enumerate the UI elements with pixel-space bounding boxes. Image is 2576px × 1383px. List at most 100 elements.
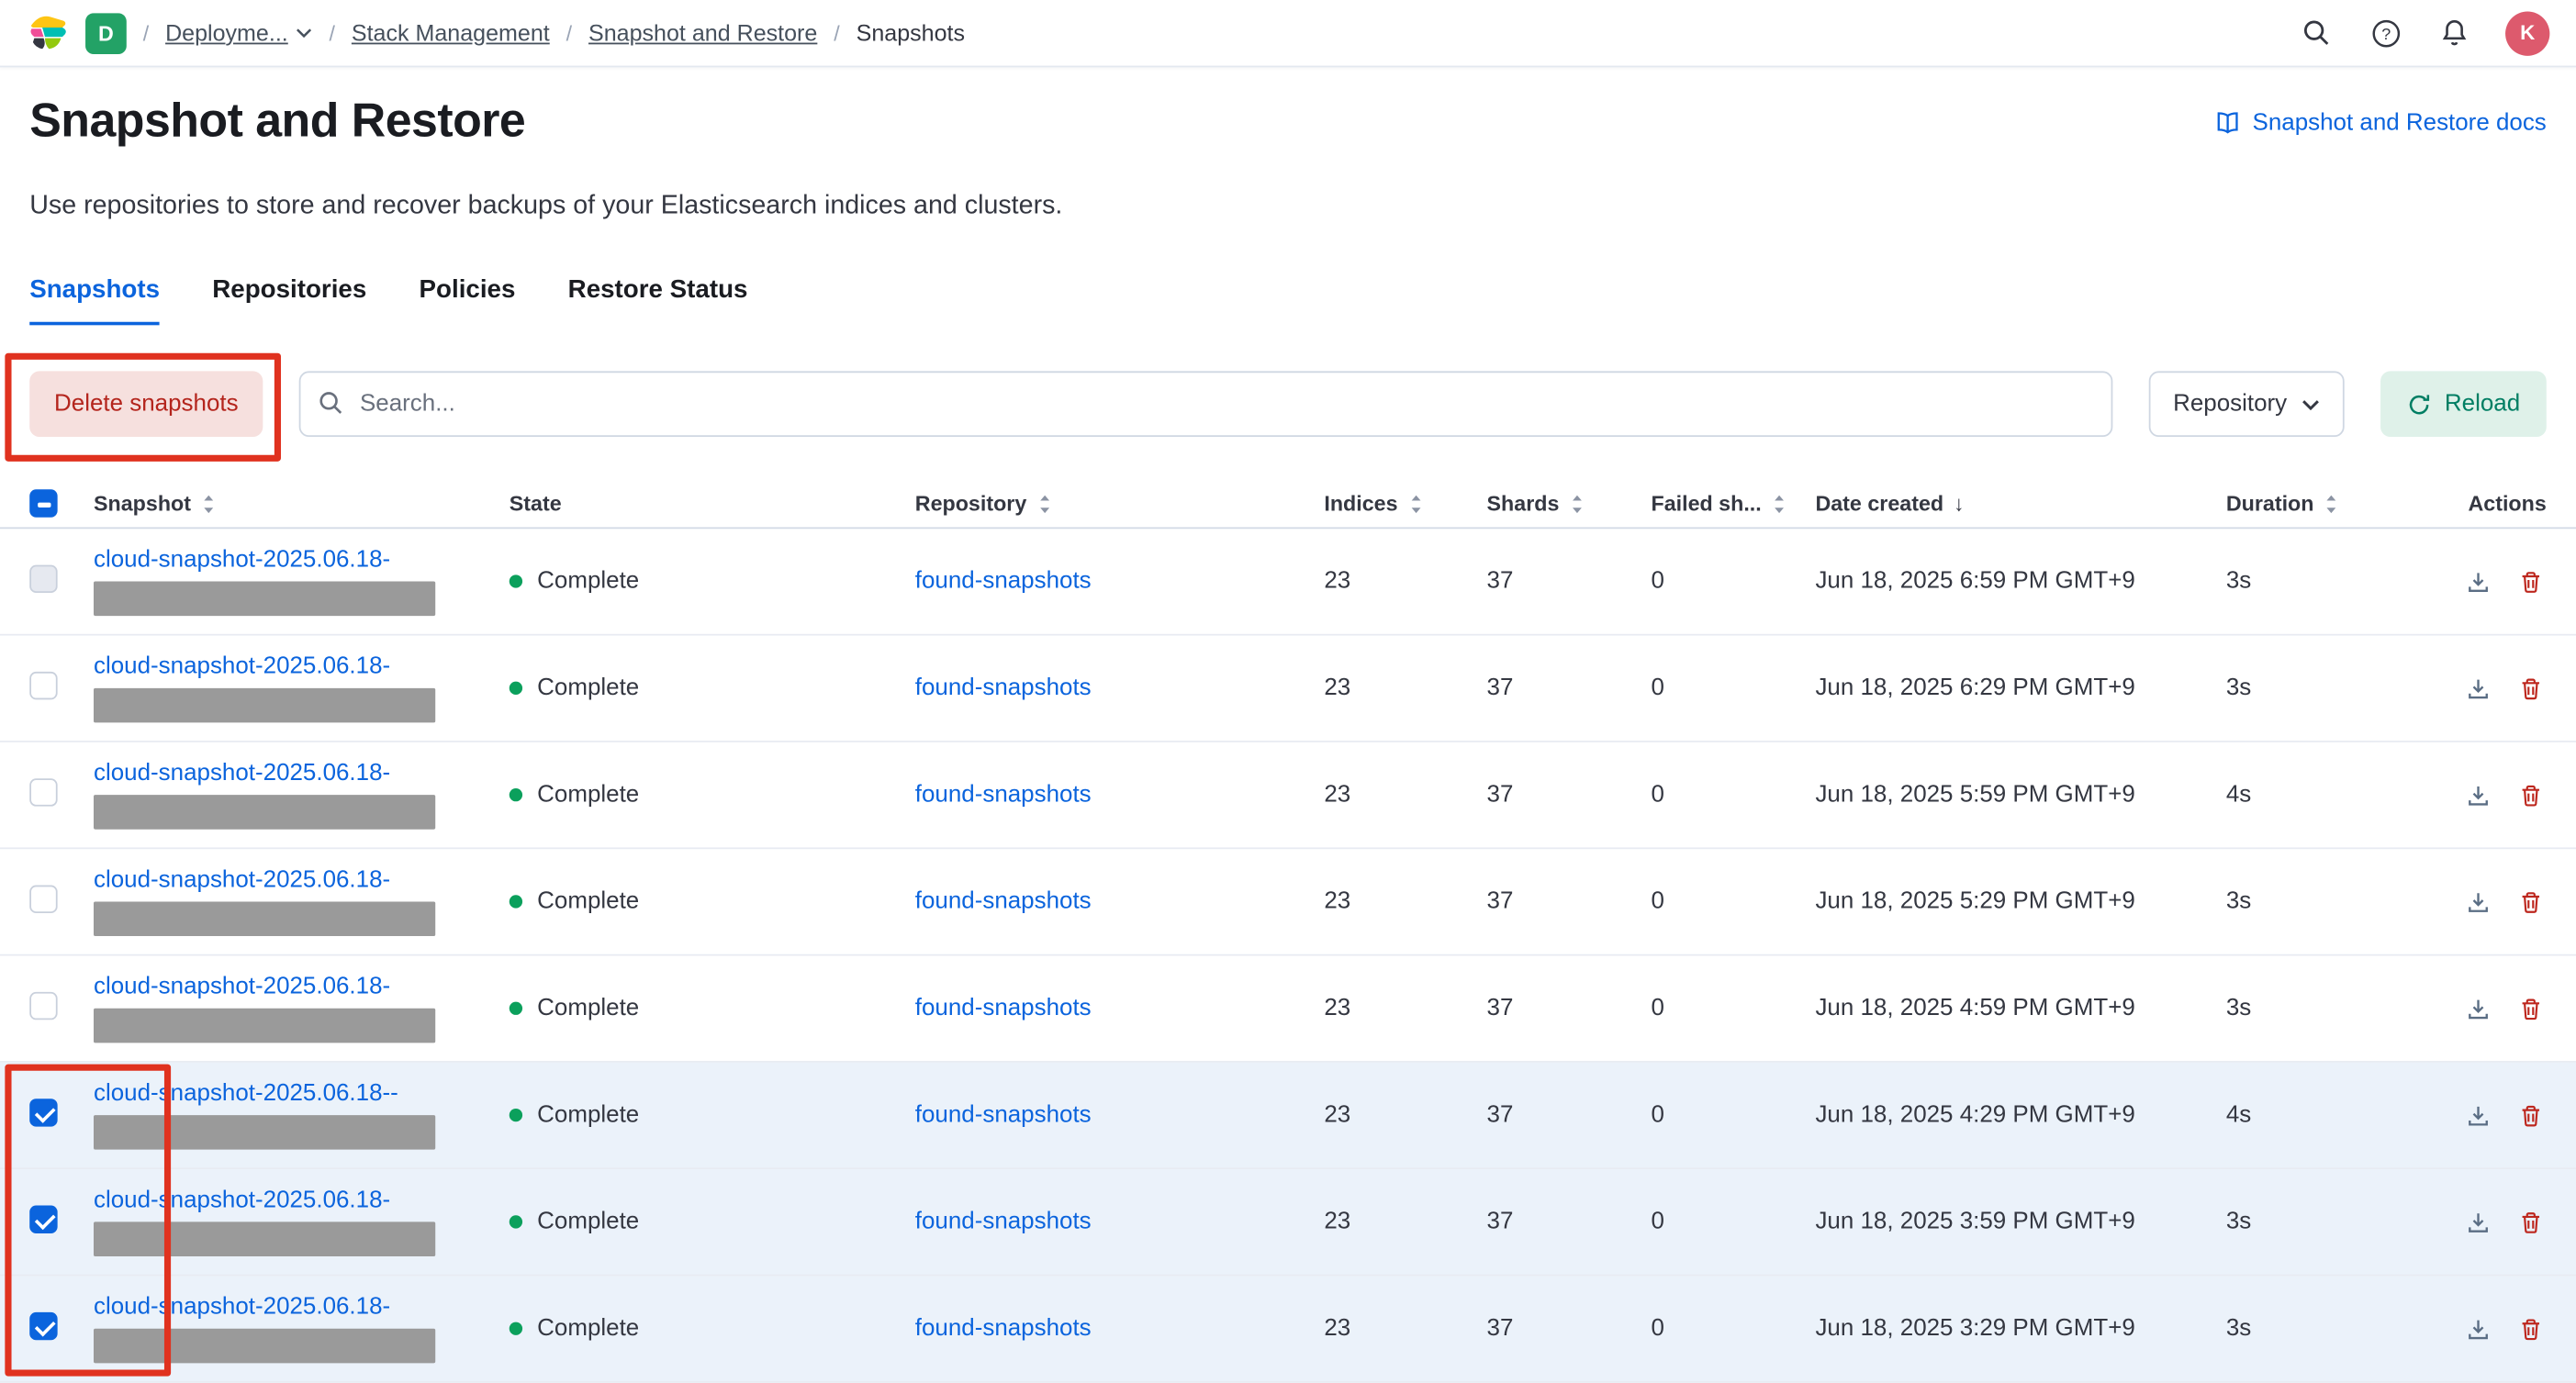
docs-link-label: Snapshot and Restore docs bbox=[2252, 109, 2547, 136]
breadcrumb-deployment[interactable]: Deployme... bbox=[165, 19, 313, 46]
shards-value: 37 bbox=[1486, 568, 1514, 595]
search-icon[interactable] bbox=[2299, 15, 2335, 50]
download-icon[interactable] bbox=[2466, 996, 2491, 1021]
repository-link[interactable]: found-snapshots bbox=[914, 1315, 1092, 1343]
duration-value: 3s bbox=[2225, 995, 2252, 1022]
column-header-date-created[interactable]: Date created ↓ bbox=[1815, 491, 2225, 516]
date-created-value: Jun 18, 2025 4:59 PM GMT+9 bbox=[1815, 995, 2135, 1022]
column-header-shards[interactable]: Shards bbox=[1487, 491, 1652, 516]
column-label: Shards bbox=[1486, 491, 1560, 516]
indices-value: 23 bbox=[1324, 995, 1351, 1022]
delete-snapshots-button[interactable]: Delete snapshots bbox=[29, 371, 263, 438]
tab-restore-status[interactable]: Restore Status bbox=[567, 275, 748, 305]
row-checkbox[interactable] bbox=[29, 990, 58, 1020]
elastic-logo[interactable] bbox=[27, 12, 70, 55]
delete-icon[interactable] bbox=[2518, 1103, 2543, 1128]
column-header-duration[interactable]: Duration bbox=[2226, 491, 2459, 516]
row-checkbox[interactable] bbox=[29, 1204, 58, 1233]
search-input[interactable] bbox=[298, 371, 2112, 438]
row-checkbox[interactable] bbox=[29, 1098, 58, 1126]
table-row: cloud-snapshot-2025.06.18- Complete found-… bbox=[0, 849, 2576, 956]
download-icon[interactable] bbox=[2466, 675, 2491, 700]
table-row: cloud-snapshot-2025.06.18- Complete found-… bbox=[0, 1169, 2576, 1277]
user-avatar[interactable]: K bbox=[2505, 10, 2550, 55]
state-success-dot bbox=[509, 574, 523, 588]
tab-snapshots[interactable]: Snapshots bbox=[29, 276, 161, 326]
state-label: Complete bbox=[537, 1315, 640, 1343]
repository-link[interactable]: found-snapshots bbox=[914, 1209, 1092, 1235]
row-checkbox[interactable] bbox=[29, 671, 58, 699]
repository-link[interactable]: found-snapshots bbox=[914, 888, 1092, 915]
snapshot-link[interactable]: cloud-snapshot-2025.06.18- bbox=[94, 1187, 391, 1214]
delete-icon[interactable] bbox=[2518, 783, 2543, 808]
reload-button[interactable]: Reload bbox=[2380, 371, 2547, 438]
sort-icon bbox=[1040, 494, 1049, 513]
column-label: Failed sh... bbox=[1651, 491, 1762, 516]
delete-icon[interactable] bbox=[2518, 1210, 2543, 1234]
delete-icon[interactable] bbox=[2518, 1316, 2543, 1341]
sort-icon bbox=[1573, 494, 1583, 513]
column-header-failed-sh[interactable]: Failed sh... bbox=[1651, 491, 1815, 516]
indices-value: 23 bbox=[1324, 568, 1351, 595]
column-label: Snapshot bbox=[94, 491, 192, 516]
breadcrumb-deployment-label: Deployme... bbox=[165, 19, 288, 47]
snapshot-link[interactable]: cloud-snapshot-2025.06.18- bbox=[94, 653, 391, 680]
column-header-indices[interactable]: Indices bbox=[1324, 491, 1486, 516]
download-icon[interactable] bbox=[2466, 1316, 2491, 1341]
download-icon[interactable] bbox=[2466, 1103, 2491, 1128]
sort-desc-icon: ↓ bbox=[1953, 491, 1965, 516]
delete-icon[interactable] bbox=[2518, 675, 2543, 700]
delete-icon[interactable] bbox=[2518, 569, 2543, 594]
download-icon[interactable] bbox=[2466, 1210, 2491, 1234]
row-checkbox[interactable] bbox=[29, 777, 58, 806]
failed-shards-value: 0 bbox=[1651, 568, 1664, 595]
tab-repositories[interactable]: Repositories bbox=[212, 275, 367, 305]
snapshot-link[interactable]: cloud-snapshot-2025.06.18- bbox=[94, 546, 391, 574]
snapshot-link[interactable]: cloud-snapshot-2025.06.18- bbox=[94, 974, 391, 1000]
repository-link[interactable]: found-snapshots bbox=[914, 1101, 1092, 1129]
download-icon[interactable] bbox=[2466, 783, 2491, 808]
snapshot-link[interactable]: cloud-snapshot-2025.06.18-- bbox=[94, 1080, 398, 1108]
repository-link[interactable]: found-snapshots bbox=[914, 781, 1092, 809]
repository-link[interactable]: found-snapshots bbox=[914, 675, 1092, 702]
column-header-snapshot[interactable]: Snapshot bbox=[94, 491, 510, 516]
breadcrumb-separator: / bbox=[142, 20, 150, 46]
delete-icon[interactable] bbox=[2518, 889, 2543, 914]
breadcrumb-stack-management[interactable]: Stack Management bbox=[351, 19, 550, 47]
download-icon[interactable] bbox=[2466, 889, 2491, 914]
top-navigation-bar: D / Deployme... / Stack Management / Sna… bbox=[0, 0, 2576, 68]
state-success-dot bbox=[509, 1001, 523, 1015]
snapshot-link[interactable]: cloud-snapshot-2025.06.18- bbox=[94, 866, 391, 894]
column-header-repository[interactable]: Repository bbox=[915, 491, 1325, 516]
row-checkbox[interactable] bbox=[29, 563, 58, 593]
docs-link[interactable]: Snapshot and Restore docs bbox=[2214, 109, 2547, 136]
failed-shards-value: 0 bbox=[1651, 675, 1664, 702]
help-icon[interactable]: ? bbox=[2368, 15, 2403, 50]
failed-shards-value: 0 bbox=[1651, 781, 1664, 809]
page-header: Snapshot and Restore Snapshot and Restor… bbox=[0, 67, 2576, 149]
repository-link[interactable]: found-snapshots bbox=[914, 995, 1092, 1022]
alerts-icon[interactable] bbox=[2436, 15, 2472, 50]
failed-shards-value: 0 bbox=[1651, 1101, 1664, 1129]
deployment-badge[interactable]: D bbox=[85, 12, 127, 54]
tab-policies[interactable]: Policies bbox=[419, 275, 516, 305]
delete-icon[interactable] bbox=[2518, 996, 2543, 1021]
snapshot-link[interactable]: cloud-snapshot-2025.06.18- bbox=[94, 760, 391, 787]
indices-value: 23 bbox=[1324, 1209, 1351, 1235]
breadcrumb-snapshot-and-restore[interactable]: Snapshot and Restore bbox=[588, 19, 818, 47]
search-box bbox=[298, 371, 2112, 438]
snapshot-link[interactable]: cloud-snapshot-2025.06.18- bbox=[94, 1294, 391, 1321]
select-all-checkbox[interactable] bbox=[29, 489, 58, 518]
redacted-snapshot-suffix bbox=[94, 1115, 436, 1150]
shards-value: 37 bbox=[1486, 1315, 1514, 1343]
svg-text:?: ? bbox=[2380, 24, 2390, 42]
row-checkbox[interactable] bbox=[29, 884, 58, 913]
duration-value: 3s bbox=[2225, 568, 2252, 595]
download-icon[interactable] bbox=[2466, 569, 2491, 594]
date-created-value: Jun 18, 2025 4:29 PM GMT+9 bbox=[1815, 1101, 2135, 1129]
row-checkbox[interactable] bbox=[29, 1311, 58, 1340]
repository-filter-button[interactable]: Repository bbox=[2148, 371, 2345, 438]
redacted-snapshot-suffix bbox=[94, 1221, 436, 1256]
table-row: cloud-snapshot-2025.06.18-- Complete found… bbox=[0, 1062, 2576, 1170]
repository-link[interactable]: found-snapshots bbox=[914, 568, 1092, 595]
